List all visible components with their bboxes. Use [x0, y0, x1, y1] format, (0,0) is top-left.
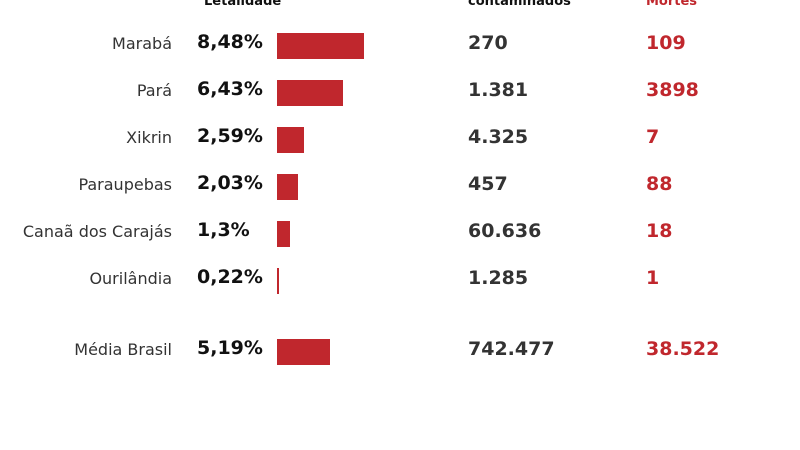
header-mortes: Mortes: [646, 0, 698, 9]
mortes-value: 3898: [646, 79, 699, 101]
mortes-value: 7: [646, 126, 660, 148]
letalidade-value: 0,22%: [197, 266, 263, 288]
table-row: Pará 6,43% 1.381 3898: [0, 77, 800, 107]
contaminados-value: 457: [468, 173, 508, 195]
letalidade-value: 5,19%: [197, 337, 263, 359]
table-row: Média Brasil 5,19% 742.477 38.522: [0, 336, 800, 366]
contaminados-value: 742.477: [468, 338, 555, 360]
table-row: Marabá 8,48% 270 109: [0, 30, 800, 60]
row-name: Marabá: [112, 34, 172, 53]
letalidade-bar: [277, 80, 343, 106]
letalidade-value: 8,48%: [197, 31, 263, 53]
mortes-value: 109: [646, 32, 686, 54]
letalidade-value: 1,3%: [197, 219, 250, 241]
header-letalidade: Letalidade: [204, 0, 282, 9]
letalidade-bar: [277, 339, 330, 365]
mortes-value: 1: [646, 267, 660, 289]
mortes-value: 38.522: [646, 338, 720, 360]
row-name: Xikrin: [126, 128, 172, 147]
letalidade-value: 6,43%: [197, 78, 263, 100]
letalidade-bar: [277, 174, 298, 200]
row-name: Canaã dos Carajás: [22, 222, 172, 241]
letalidade-bar: [277, 268, 279, 294]
table-row: Canaã dos Carajás 1,3% 60.636 18: [0, 218, 800, 248]
row-name: Média Brasil: [74, 340, 172, 359]
letalidade-bar: [277, 33, 364, 59]
contaminados-value: 270: [468, 32, 508, 54]
letalidade-bar: [277, 127, 304, 153]
header-contaminados: contaminados: [468, 0, 571, 9]
contaminados-value: 1.381: [468, 79, 529, 101]
row-name: Pará: [136, 81, 172, 100]
table-row: Xikrin 2,59% 4.325 7: [0, 124, 800, 154]
mortes-value: 18: [646, 220, 673, 242]
letalidade-bar: [277, 221, 290, 247]
row-name: Ourilândia: [89, 269, 172, 288]
contaminados-value: 4.325: [468, 126, 529, 148]
table-row: Ourilândia 0,22% 1.285 1: [0, 265, 800, 295]
letalidade-value: 2,59%: [197, 125, 263, 147]
letalidade-value: 2,03%: [197, 172, 263, 194]
table-row: Paraupebas 2,03% 457 88: [0, 171, 800, 201]
row-name: Paraupebas: [78, 175, 172, 194]
contaminados-value: 60.636: [468, 220, 542, 242]
contaminados-value: 1.285: [468, 267, 529, 289]
mortes-value: 88: [646, 173, 673, 195]
